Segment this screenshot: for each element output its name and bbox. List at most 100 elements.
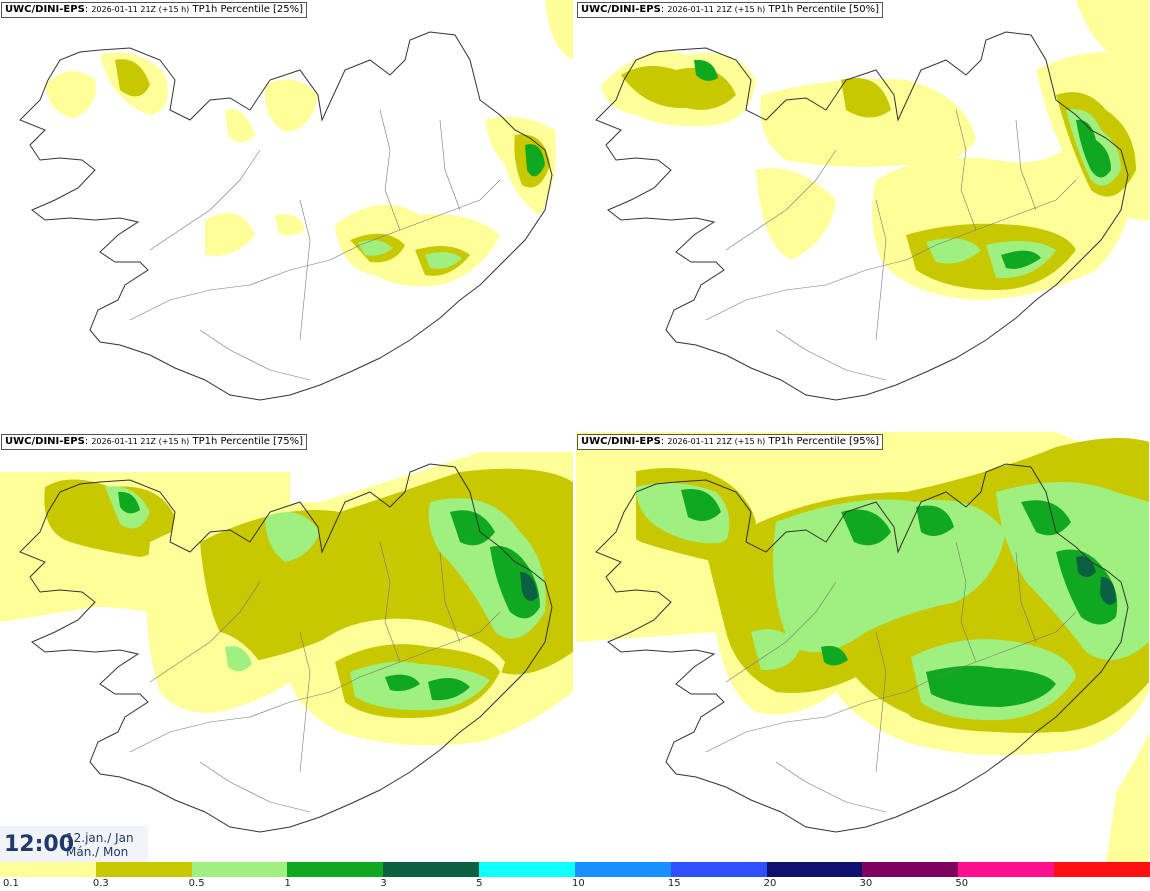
- colorbar-swatch: [191, 862, 288, 877]
- map-panel-p50: UWC/DINI-EPS: 2026-01-11 21Z (+15 h) TP1…: [576, 0, 1149, 430]
- colorbar-swatch: [862, 862, 959, 877]
- panel-title: UWC/DINI-EPS: 2026-01-11 21Z (+15 h) TP1…: [1, 2, 308, 18]
- run-time: 2026-01-11 21Z (+15 h): [91, 437, 190, 446]
- region-boundaries: [705, 541, 1077, 813]
- region-boundaries: [129, 541, 501, 813]
- precip-area: [1076, 119, 1111, 178]
- colorbar-label: 20: [763, 878, 777, 889]
- model-name: UWC/DINI-EPS: [581, 436, 661, 447]
- colorbar-label: 3: [380, 878, 387, 889]
- precip-area: [681, 488, 721, 521]
- precip-area: [545, 0, 573, 60]
- colorbar-swatch: [287, 862, 384, 877]
- region-boundaries: [129, 109, 501, 381]
- run-time: 2026-01-11 21Z (+15 h): [667, 437, 766, 446]
- precip-area: [358, 239, 393, 256]
- iceland-coastline: [595, 31, 1129, 401]
- precip-area: [756, 168, 836, 260]
- colorbar-swatch: [766, 862, 863, 877]
- precip-area: [841, 78, 891, 118]
- precip-area: [841, 509, 891, 546]
- precip-area: [264, 79, 318, 132]
- precip-area: [350, 661, 490, 711]
- precip-area: [450, 510, 495, 546]
- precip-area: [760, 79, 976, 167]
- precip-area: [428, 678, 470, 701]
- field-label: TP1h Percentile [75%]: [192, 436, 304, 447]
- panel-title: UWC/DINI-EPS: 2026-01-11 21Z (+15 h) TP1…: [577, 2, 884, 18]
- valid-date: 12.jan./ Jan: [66, 831, 134, 845]
- colorbar-swatch: [95, 862, 192, 877]
- colorbar-swatch: [670, 862, 767, 877]
- colorbar-swatch: [0, 862, 96, 877]
- valid-weekday: Mán./ Mon: [66, 845, 129, 859]
- panel-title: UWC/DINI-EPS: 2026-01-11 21Z (+15 h) TP1…: [577, 434, 884, 450]
- precip-area: [385, 674, 420, 692]
- precip-area: [1021, 500, 1071, 536]
- colorbar-label: 0.3: [92, 878, 109, 889]
- precip-area: [115, 59, 150, 97]
- field-label: TP1h Percentile [25%]: [192, 4, 304, 15]
- field-label: TP1h Percentile [95%]: [768, 436, 880, 447]
- valid-time: 12:00: [4, 832, 75, 857]
- run-time: 2026-01-11 21Z (+15 h): [667, 5, 766, 14]
- colorbar-labels: 0.1 0.3 0.5 1 3 5 10 15 20 30 50: [0, 877, 1150, 891]
- iceland-coastline: [19, 463, 553, 833]
- panel-divider-horizontal: [0, 430, 1150, 432]
- colorbar-label: 1: [284, 878, 291, 889]
- precip-area: [1076, 556, 1096, 577]
- precip-area: [118, 491, 140, 514]
- precip-area: [265, 512, 320, 562]
- colorbar-swatch: [574, 862, 671, 877]
- precip-map-p25: [19, 0, 573, 401]
- colorbar-label: 0.5: [188, 878, 205, 889]
- field-label: TP1h Percentile [50%]: [768, 4, 880, 15]
- precip-area: [1076, 0, 1149, 75]
- precip-area: [916, 505, 954, 536]
- precip-area: [520, 572, 538, 601]
- model-name: UWC/DINI-EPS: [5, 436, 85, 447]
- precip-map-p50: [595, 0, 1149, 401]
- map-panel-p25: UWC/DINI-EPS: 2026-01-11 21Z (+15 h) TP1…: [0, 0, 573, 430]
- precip-area: [275, 214, 305, 236]
- valid-time-box: 12:00 12.jan./ Jan Mán./ Mon: [0, 826, 148, 862]
- iceland-coastline: [19, 31, 553, 401]
- region-boundaries: [705, 109, 1077, 381]
- map-panel-p75: UWC/DINI-EPS: 2026-01-11 21Z (+15 h) TP1…: [0, 432, 573, 862]
- colorbar-label: 10: [572, 878, 585, 889]
- precip-area: [490, 546, 540, 619]
- precip-area: [225, 109, 255, 143]
- precip-area: [44, 479, 176, 557]
- precip-area: [205, 212, 255, 256]
- run-time: 2026-01-11 21Z (+15 h): [91, 5, 190, 14]
- colorbar-label: 15: [667, 878, 681, 889]
- precip-area: [45, 71, 96, 118]
- precip-area: [694, 59, 718, 81]
- colorbar-label: 0.1: [3, 878, 19, 889]
- precip-map-p95: [576, 432, 1149, 862]
- colorbar-label: 30: [859, 878, 873, 889]
- iceland-coastline: [595, 463, 1129, 833]
- model-name: UWC/DINI-EPS: [581, 4, 661, 15]
- map-panel-p95: UWC/DINI-EPS: 2026-01-11 21Z (+15 h) TP1…: [576, 432, 1149, 862]
- colorbar-swatch: [479, 862, 575, 877]
- precip-area: [1100, 577, 1116, 605]
- colorbar-label: 50: [955, 878, 969, 889]
- panel-title: UWC/DINI-EPS: 2026-01-11 21Z (+15 h) TP1…: [1, 434, 308, 450]
- colorbar-swatch: [1054, 862, 1150, 877]
- precip-area: [525, 144, 545, 177]
- precip-area: [1001, 250, 1041, 269]
- precip-colorbar: [0, 862, 1150, 877]
- precip-map-p75: [0, 452, 573, 833]
- precip-area: [926, 665, 1056, 707]
- precip-area: [425, 252, 462, 269]
- colorbar-swatch: [958, 862, 1055, 877]
- colorbar-swatch: [383, 862, 480, 877]
- precip-area: [190, 630, 260, 697]
- model-name: UWC/DINI-EPS: [5, 4, 85, 15]
- precip-area: [1106, 732, 1149, 862]
- precip-area: [926, 238, 981, 264]
- precip-area: [821, 645, 848, 666]
- precip-area: [773, 499, 1006, 652]
- precip-area: [225, 646, 252, 672]
